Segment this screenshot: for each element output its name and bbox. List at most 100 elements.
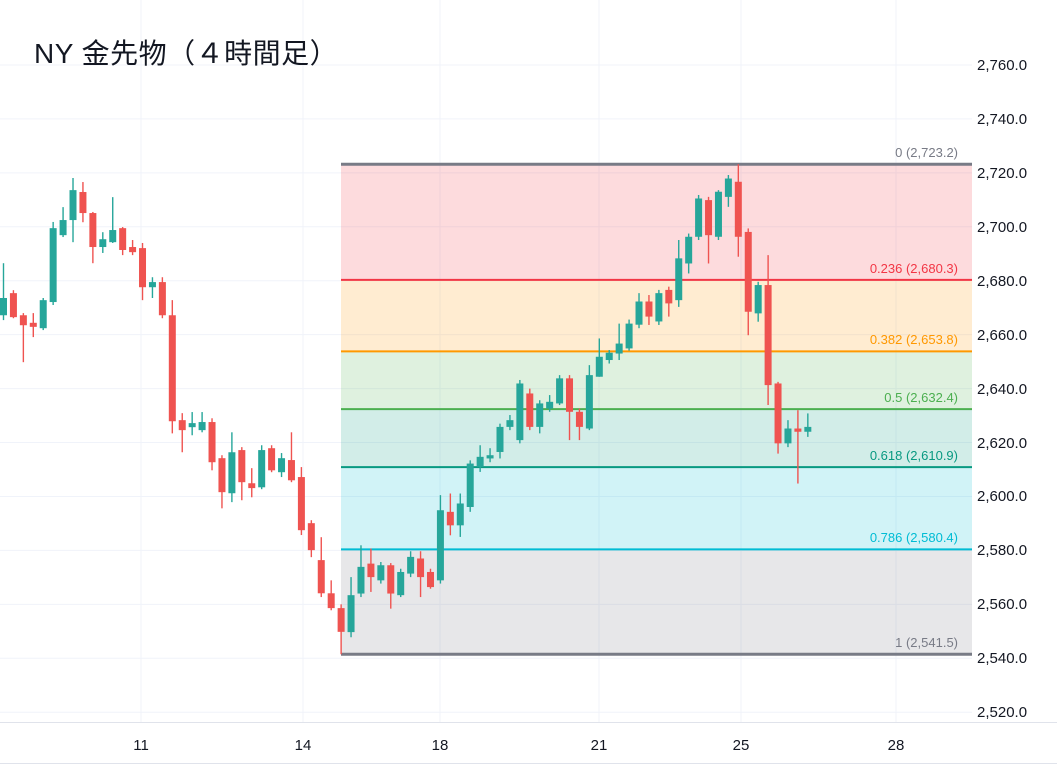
candle-body [546,401,554,409]
candle-body [139,248,147,288]
candle-body [79,192,87,214]
candle-body [426,571,434,588]
price-axis-label: 2,720.0 [977,164,1028,182]
time-axis-label: 18 [431,737,449,754]
candle-body [476,456,484,467]
candle-body [377,565,385,581]
candle-body [287,460,295,481]
candle-body [605,352,613,361]
fib-label-0.236: 0.236 (2,680.3) [869,260,958,276]
candle-body [29,322,37,327]
price-axis-label: 2,620.0 [977,434,1028,452]
candle-body [506,420,514,427]
candle-body [754,285,762,314]
price-axis-label: 2,740.0 [977,110,1028,128]
fib-label-0.382: 0.382 (2,653.8) [869,332,958,348]
time-axis-label: 28 [887,737,905,754]
candle-body [734,181,742,237]
candle-body [0,297,7,316]
candle-body [794,428,802,432]
candle-body [635,301,643,325]
candle-body [148,282,156,288]
candle-body [456,503,464,526]
candle-body [178,420,186,431]
chart-title: NY 金先物（４時間足） [34,38,339,69]
candle-body [158,282,166,316]
candle-body [685,236,693,264]
candle-body [49,228,57,303]
candle-body [446,511,454,526]
fib-label-0: 0 (2,723.2) [895,145,958,161]
candle-body [665,289,673,304]
candle-body [615,343,623,354]
price-axis-label: 2,640.0 [977,380,1028,398]
time-axis-label: 21 [590,737,608,754]
candle-body [347,595,355,633]
candle-body [575,411,583,427]
candle-body [357,566,365,594]
candle-body [89,213,97,248]
fib-label-0.786: 0.786 (2,580.4) [869,530,958,546]
price-axis-label: 2,580.0 [977,542,1028,560]
candle-body [804,426,812,432]
candle-body [208,422,216,463]
fib-band [341,467,972,550]
candle-body [228,452,236,494]
candle-body [675,258,683,301]
candle-body [188,423,196,428]
candle-body [9,293,17,318]
time-axis-label: 11 [133,737,149,754]
candle-body [585,375,593,429]
price-axis-label: 2,660.0 [977,326,1028,344]
candle-body [39,300,47,329]
time-axis-label: 14 [294,737,312,754]
candle-body [695,198,703,237]
price-axis-label: 2,540.0 [977,650,1028,668]
candle-body [566,378,574,412]
candle-body [258,450,266,488]
candle-body [218,458,226,493]
time-axis-label: 25 [732,737,750,754]
candle-body [466,463,474,507]
fib-band [341,409,972,468]
price-axis-label: 2,520.0 [977,704,1028,722]
candle-body [337,608,345,632]
fib-label-1: 1 (2,541.5) [895,635,958,651]
fib-band [341,164,972,280]
price-axis-label: 2,680.0 [977,272,1028,290]
candle-body [297,477,305,531]
candle-body [526,393,534,427]
candle-body [724,178,732,197]
candle-body [69,190,77,221]
candle-body [59,220,67,236]
candle-body [556,378,564,404]
candle-body [198,422,206,431]
fib-band [341,351,972,410]
bottom-border [0,763,1057,764]
candle-body [417,558,425,578]
candle-body [19,315,27,326]
fib-label-0.618: 0.618 (2,610.9) [869,448,958,464]
price-axis-label: 2,700.0 [977,218,1028,236]
candle-body [486,455,494,459]
candle-body [278,458,286,473]
candle-body [397,571,405,596]
candle-body [407,556,415,574]
candle-body [387,565,395,594]
candle-body [307,523,315,551]
fib-band [341,549,972,655]
candle-body [109,230,117,243]
candle-body [168,315,176,422]
candle-body [496,426,504,452]
candle-body [784,428,792,444]
candle-body [774,383,782,444]
candle-body [248,483,256,489]
fib-label-0.5: 0.5 (2,632.4) [884,390,958,406]
candle-body [645,301,653,317]
candle-body [516,383,524,441]
candle-body [119,228,127,250]
candle-body [99,239,107,248]
price-axis-label: 2,600.0 [977,488,1028,506]
